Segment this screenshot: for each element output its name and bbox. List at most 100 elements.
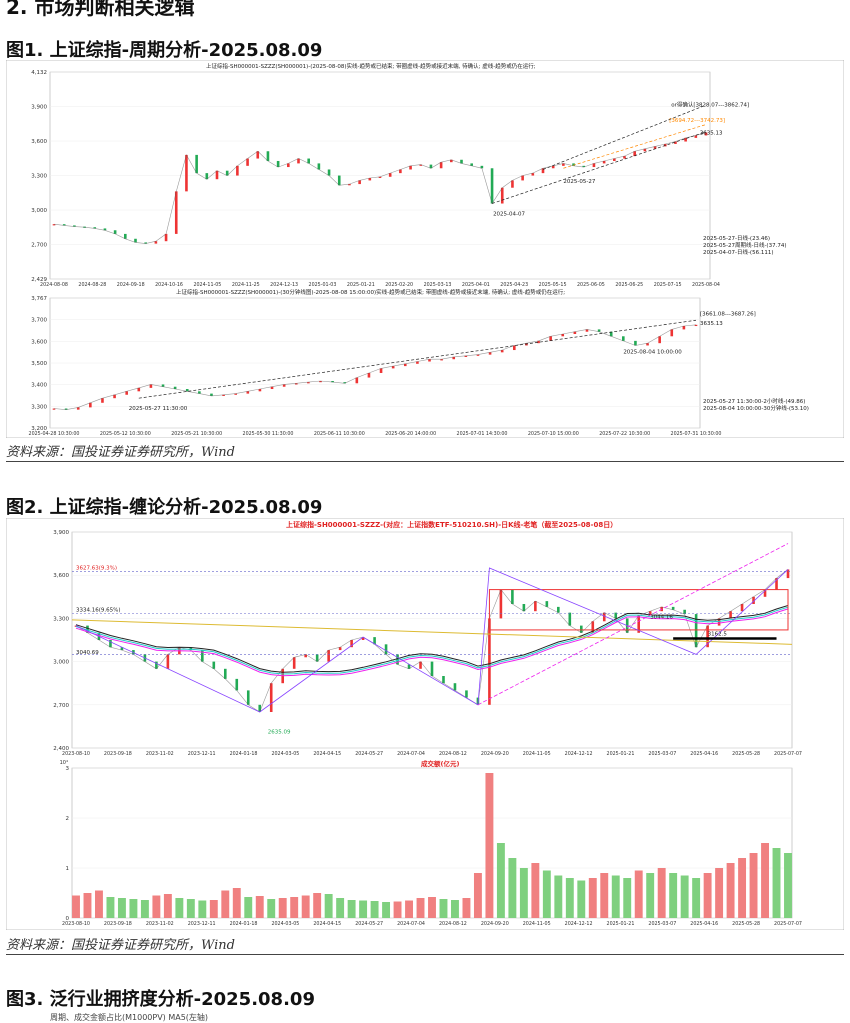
x-tick-label: 2024-11-25	[232, 282, 260, 288]
x-tick-label: 2024-11-05	[193, 282, 221, 288]
volume-bar	[347, 900, 356, 918]
volume-bar	[290, 897, 299, 918]
candle	[109, 640, 112, 648]
figure1-daily-panel: 4,1323,9003,6003,3003,0002,7002,4292024-…	[31, 62, 786, 288]
trend-line	[138, 319, 697, 399]
y-tick-label: 2,400	[53, 746, 69, 752]
volume-bar	[152, 895, 161, 918]
x-tick-label: 2024-12-12	[565, 921, 593, 927]
candle	[294, 383, 298, 385]
volume-bar	[255, 896, 264, 918]
candle	[450, 159, 453, 163]
candle	[120, 647, 124, 651]
candle	[545, 601, 549, 607]
candle	[144, 242, 147, 244]
candle	[134, 238, 137, 243]
candle	[292, 657, 296, 669]
candle	[297, 158, 300, 164]
candle	[551, 165, 555, 169]
candle	[729, 611, 732, 619]
candle	[694, 324, 698, 327]
figure2-divider	[6, 954, 844, 955]
moving-average-line	[75, 606, 789, 675]
candle	[521, 175, 524, 181]
y-tick-label: 3,400	[31, 383, 47, 389]
x-tick-label: 2024-04-15	[313, 921, 341, 927]
candle	[103, 228, 107, 231]
candle	[763, 589, 767, 597]
candle	[234, 393, 237, 395]
candle	[317, 163, 321, 170]
x-tick-label: 2024-04-15	[313, 751, 341, 757]
x-tick-label: 2023-09-18	[104, 921, 132, 927]
x-tick-label: 2025-07-01 14:30:00	[457, 431, 508, 437]
level-label: 3040.69	[76, 650, 99, 656]
candle	[633, 151, 636, 157]
volume-bar	[198, 900, 207, 918]
candle	[93, 227, 97, 229]
pivot-label: 2025-08-04 10:00:00	[623, 349, 682, 355]
x-tick-label: 2024-09-20	[481, 751, 509, 757]
y-tick-label: 3,300	[31, 404, 47, 410]
volume-bar	[278, 898, 287, 918]
volume-bar	[370, 901, 379, 918]
candle	[307, 158, 310, 164]
candle	[602, 612, 606, 622]
level-label: 3334.16(9.65%)	[76, 608, 121, 614]
candle	[396, 654, 399, 665]
x-tick-label: 2025-07-15	[654, 282, 682, 288]
x-tick-label: 2025-04-01	[462, 282, 490, 288]
candle	[740, 604, 744, 612]
y-axis-unit: 10⁴	[60, 760, 68, 766]
volume-bar	[405, 900, 413, 918]
candle	[101, 398, 104, 403]
candle	[62, 224, 66, 226]
figure1-chart: 4,1323,9003,6003,3003,0002,7002,4292024-…	[6, 60, 844, 438]
candle	[786, 569, 790, 579]
volume-bar	[726, 863, 735, 918]
x-tick-label: 2024-07-04	[397, 921, 425, 927]
chart-title: 上证综指-SH000001-SZZZ(SH000001)-(2025-08-08…	[206, 62, 536, 70]
projection-label: [3694.72---3742.73]	[669, 118, 725, 124]
volume-bar	[462, 898, 471, 918]
y-tick-label: 4,132	[31, 70, 47, 76]
candle	[499, 589, 503, 619]
volume-bar	[324, 894, 333, 918]
level-label: 3162.5	[708, 632, 728, 638]
candle	[343, 382, 347, 384]
candle	[256, 151, 260, 159]
candle	[602, 160, 606, 164]
candle	[752, 596, 755, 604]
volume-bar	[485, 773, 494, 918]
legend-entry: 2025-05-27 11:30:00-2小时线-(49.86)	[703, 397, 805, 405]
projection-label: or得确认[3828.07---3862.74]	[671, 100, 749, 108]
volume-bar	[738, 858, 747, 918]
chart-title: 上证综指-SH000001-SZZZ-(对应：上证指数ETF-510210.SH…	[286, 520, 617, 529]
price-line	[75, 569, 789, 713]
candle	[592, 163, 596, 168]
volume-bar	[715, 868, 724, 918]
volume-bar	[175, 898, 184, 918]
candle	[350, 640, 353, 648]
volume-bar	[163, 894, 172, 918]
candle	[428, 359, 431, 362]
candle	[210, 393, 213, 396]
candle	[384, 644, 388, 655]
candle	[597, 329, 601, 332]
x-tick-label: 2024-07-04	[397, 751, 425, 757]
y-tick-label: 3,600	[31, 139, 47, 145]
volume-bar	[313, 893, 322, 918]
candle	[572, 163, 575, 166]
volume-bar	[382, 902, 391, 918]
candle	[500, 350, 504, 353]
last-price-label: 3635.13	[700, 130, 723, 136]
candle	[368, 177, 372, 181]
candle	[531, 173, 535, 176]
section-heading: 2. 市场判断相关逻辑	[6, 0, 195, 19]
candle	[223, 668, 227, 679]
candle	[460, 159, 463, 164]
legend-entry: 2025-05-27-日线-(23.46)	[703, 234, 770, 242]
candle	[534, 601, 537, 612]
candle	[637, 615, 641, 633]
candle	[694, 614, 698, 648]
